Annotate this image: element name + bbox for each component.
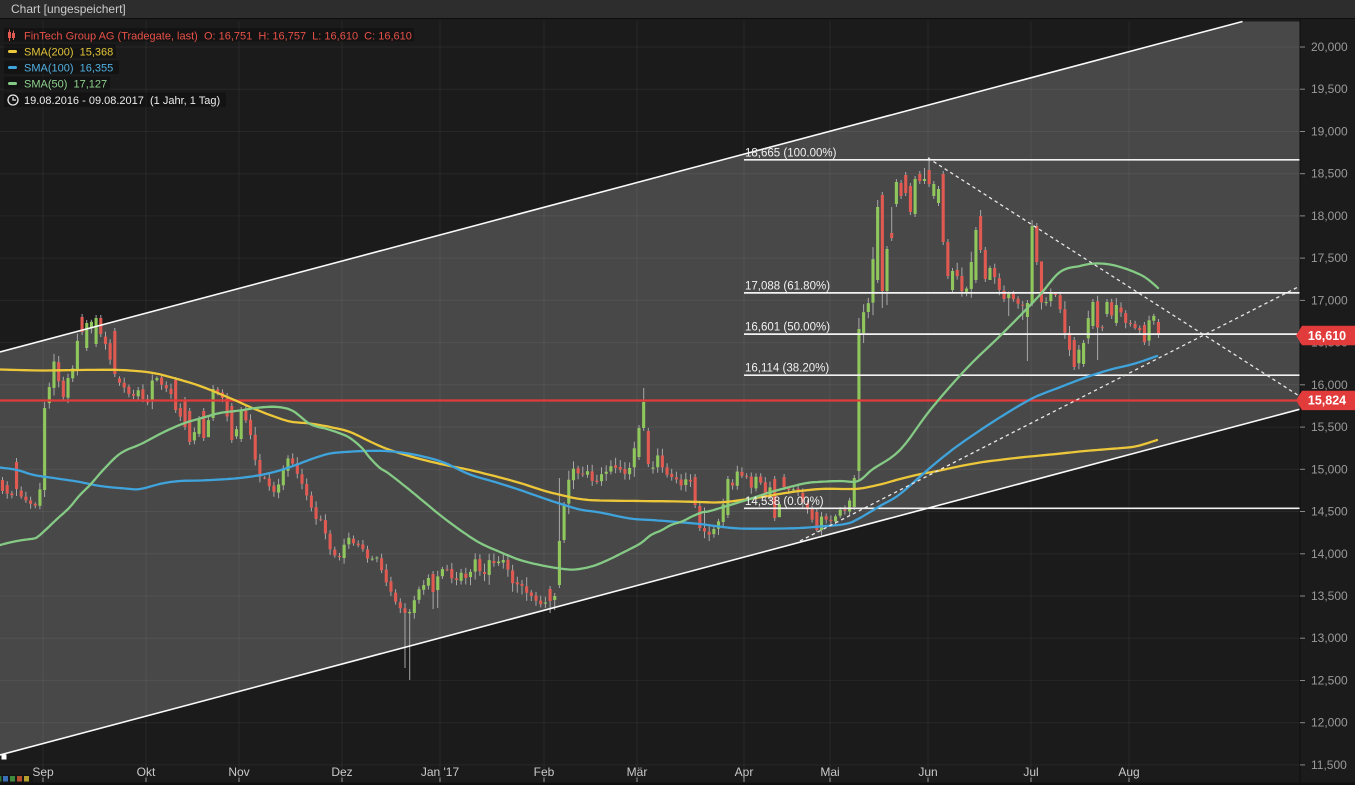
svg-text:15,000: 15,000: [1311, 462, 1348, 476]
svg-text:SMA(50) 17,127: SMA(50) 17,127: [24, 79, 107, 91]
svg-text:Chart [ungespeichert]: Chart [ungespeichert]: [11, 2, 126, 16]
svg-text:Jul: Jul: [1023, 765, 1038, 779]
svg-text:19.08.2016 - 09.08.2017 (1 Ja: 19.08.2016 - 09.08.2017 (1 Jahr, 1 Tag): [24, 95, 220, 107]
svg-text:Jun: Jun: [918, 765, 937, 779]
svg-text:Okt: Okt: [137, 765, 156, 779]
svg-text:Apr: Apr: [735, 765, 754, 779]
svg-text:15,500: 15,500: [1311, 420, 1348, 434]
svg-text:20,000: 20,000: [1311, 40, 1348, 54]
svg-text:Aug: Aug: [1118, 765, 1139, 779]
svg-text:SMA(200) 15,368: SMA(200) 15,368: [24, 47, 113, 59]
svg-text:12,000: 12,000: [1311, 716, 1348, 730]
svg-text:18,665 (100.00%): 18,665 (100.00%): [745, 147, 837, 159]
svg-text:17,500: 17,500: [1311, 251, 1348, 265]
svg-text:18,500: 18,500: [1311, 167, 1348, 181]
svg-text:14,538 (0.00%): 14,538 (0.00%): [745, 496, 824, 508]
svg-text:13,500: 13,500: [1311, 589, 1348, 603]
svg-text:SMA(100) 16,355: SMA(100) 16,355: [24, 63, 113, 75]
svg-text:Dez: Dez: [331, 765, 352, 779]
svg-text:Nov: Nov: [228, 765, 249, 779]
svg-text:12,500: 12,500: [1311, 674, 1348, 688]
svg-text:17,088 (61.80%): 17,088 (61.80%): [745, 280, 830, 292]
svg-text:Mai: Mai: [820, 765, 839, 779]
svg-text:19,000: 19,000: [1311, 125, 1348, 139]
svg-text:14,500: 14,500: [1311, 505, 1348, 519]
svg-text:Jan '17: Jan '17: [421, 765, 460, 779]
svg-text:FinTech Group AG (Tradegate, l: FinTech Group AG (Tradegate, last) O: 16…: [24, 31, 412, 43]
svg-text:Sep: Sep: [32, 765, 54, 779]
svg-text:14,000: 14,000: [1311, 547, 1348, 561]
svg-text:16,610: 16,610: [1308, 329, 1346, 343]
svg-text:13,000: 13,000: [1311, 631, 1348, 645]
svg-text:15,824: 15,824: [1308, 394, 1346, 408]
svg-text:Feb: Feb: [534, 765, 555, 779]
svg-text:16,114 (38.20%): 16,114 (38.20%): [745, 363, 829, 375]
svg-text:16,601 (50.00%): 16,601 (50.00%): [745, 322, 830, 334]
svg-text:17,000: 17,000: [1311, 293, 1348, 307]
svg-text:16,000: 16,000: [1311, 378, 1348, 392]
svg-text:18,000: 18,000: [1311, 209, 1348, 223]
svg-text:Mär: Mär: [627, 765, 648, 779]
svg-text:19,500: 19,500: [1311, 82, 1348, 96]
svg-text:11,500: 11,500: [1311, 758, 1347, 772]
